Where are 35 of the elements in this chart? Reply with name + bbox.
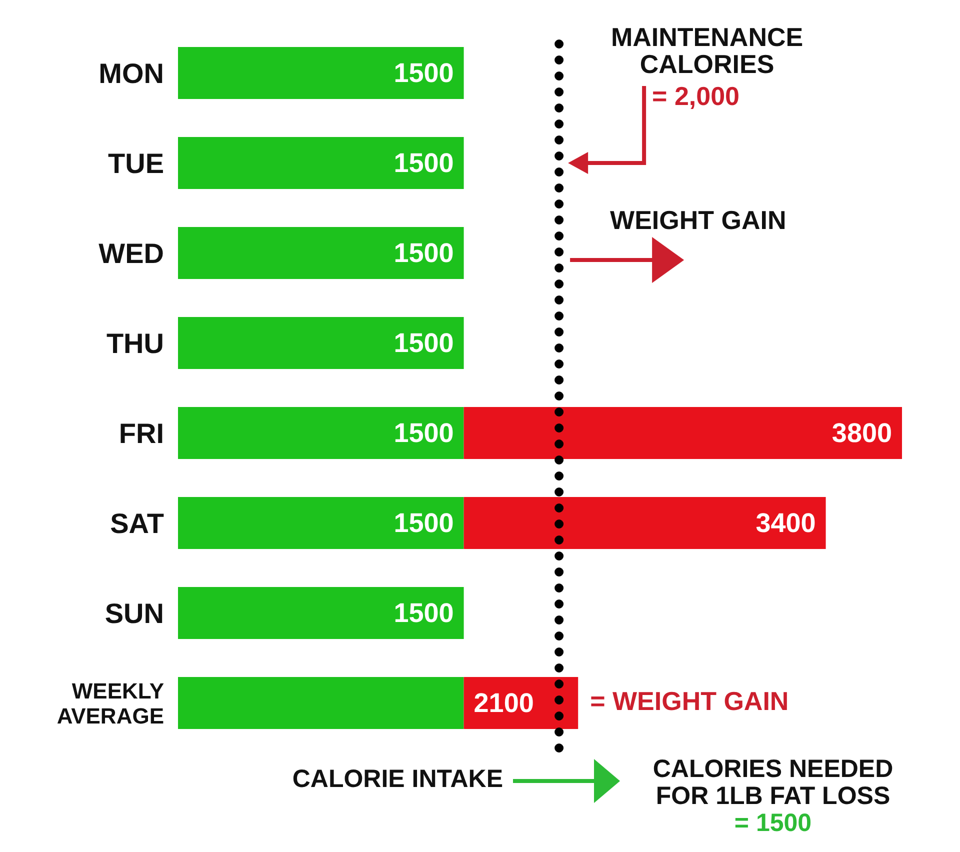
data-label: 1500 (394, 58, 454, 88)
total-label: 2100 (474, 688, 534, 718)
bar (178, 137, 464, 189)
text: CALORIE INTAKE (291, 765, 503, 793)
text: CALORIES NEEDED FOR 1LB FAT LOSS (652, 755, 894, 810)
annotation: WEIGHT GAIN (610, 205, 786, 235)
bar (178, 317, 464, 369)
y-tick-label: TUE (108, 148, 164, 178)
data-label: 1500 (394, 508, 454, 538)
annotation: = WEIGHT GAIN (590, 686, 789, 716)
data-label: 1500 (394, 328, 454, 358)
bar (178, 47, 464, 99)
bar (178, 497, 464, 549)
y-tick-label: SUN (104, 598, 164, 628)
data-label: 1500 (394, 148, 454, 178)
bar (464, 407, 902, 459)
bar (178, 407, 464, 459)
ref-line-label: MAINTENANCE CALORIES (610, 22, 804, 80)
text: = 1500 (733, 809, 813, 837)
y-tick-label: FRI (118, 418, 164, 448)
y-tick-label: MON (98, 58, 164, 88)
y-tick-label: WEEKLY AVERAGE (56, 678, 164, 728)
bar (464, 497, 826, 549)
total-label: 3800 (832, 418, 892, 448)
y-tick-label: WED (98, 238, 164, 268)
y-tick-label: THU (106, 328, 164, 358)
annotation: = 2,000 (652, 81, 740, 111)
bar (178, 227, 464, 279)
data-label: 1500 (394, 418, 454, 448)
y-tick-label: SAT (110, 508, 164, 538)
bar (178, 587, 464, 639)
bar (178, 677, 464, 729)
data-label: 1500 (394, 598, 454, 628)
total-label: 3400 (756, 508, 816, 538)
data-label: 1500 (394, 238, 454, 268)
